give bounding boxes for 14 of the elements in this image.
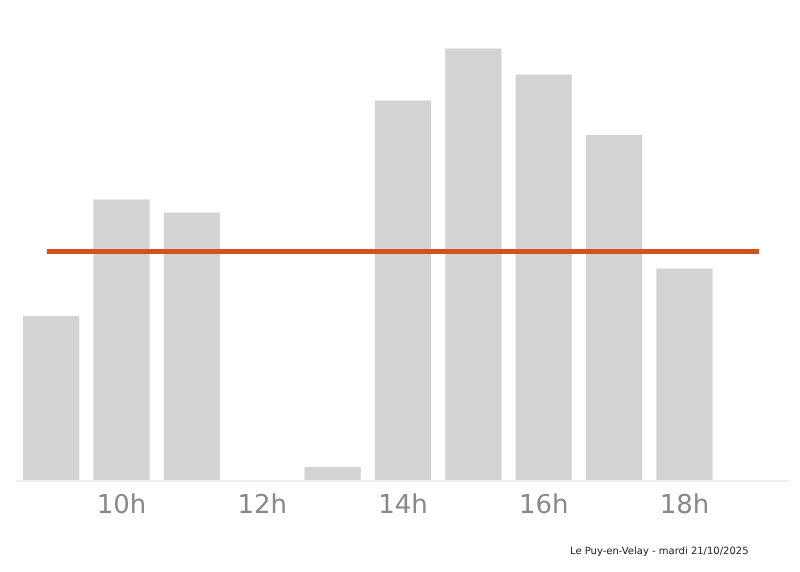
- bar: [163, 212, 221, 480]
- x-tick-label: 16h: [518, 491, 569, 522]
- x-tick-label: 18h: [659, 491, 710, 522]
- bar: [23, 316, 80, 480]
- x-tick-label: 12h: [237, 491, 288, 522]
- bar: [374, 100, 432, 480]
- x-tick-label: 10h: [96, 491, 147, 522]
- x-tick-label: 14h: [378, 491, 428, 522]
- bar: [93, 199, 150, 480]
- bar: [445, 48, 502, 480]
- bar: [304, 467, 361, 480]
- bar: [585, 134, 643, 480]
- bar: [656, 268, 713, 480]
- bar: [515, 74, 572, 480]
